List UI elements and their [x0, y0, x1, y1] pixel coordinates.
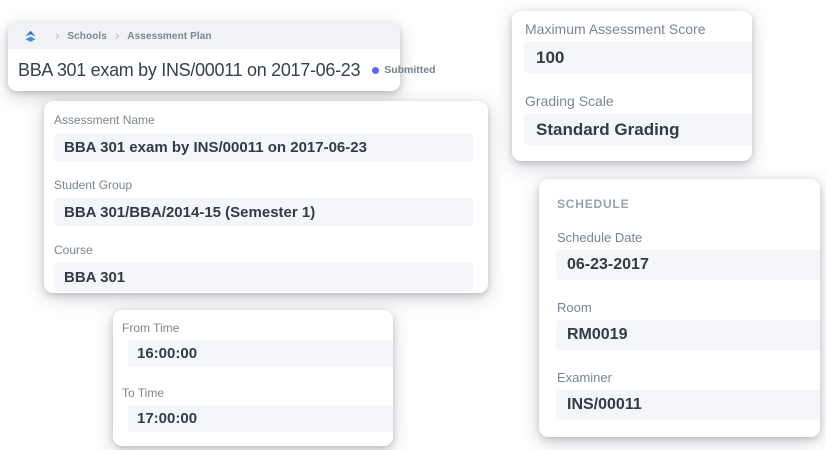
field-label: To Time [122, 386, 165, 400]
field-grading-scale: Grading Scale Standard Grading [512, 93, 752, 145]
field-label: Assessment Name [54, 113, 155, 127]
schedule-card: SCHEDULE Schedule Date 06-23-2017 Room R… [539, 179, 820, 437]
field-maximum-assessment-score: Maximum Assessment Score 100 [512, 21, 752, 73]
chevron-right-icon: › [55, 27, 60, 43]
field-from-time: From Time 16:00:00 [113, 322, 393, 367]
examiner-input[interactable]: INS/00011 [556, 390, 820, 420]
field-course: Course BBA 301 [44, 244, 488, 291]
chevron-right-icon: › [114, 27, 120, 43]
field-label: Course [54, 243, 93, 257]
field-label: Room [557, 300, 592, 315]
breadcrumb-item-assessment-plan[interactable]: Assessment Plan [127, 30, 212, 42]
maximum-assessment-score-input[interactable]: 100 [524, 42, 752, 73]
time-card: From Time 16:00:00 To Time 17:00:00 [113, 310, 393, 446]
field-schedule-date: Schedule Date 06-23-2017 [539, 230, 820, 280]
field-examiner: Examiner INS/00011 [539, 370, 820, 420]
field-student-group: Student Group BBA 301/BBA/2014-15 (Semes… [44, 179, 488, 226]
field-label: Grading Scale [525, 93, 614, 109]
status-dot-icon [372, 66, 380, 74]
score-card: Maximum Assessment Score 100 Grading Sca… [512, 11, 752, 161]
room-input[interactable]: RM0019 [556, 320, 820, 350]
school-logo-icon[interactable] [24, 30, 37, 43]
assessment-name-input[interactable]: BBA 301 exam by INS/00011 on 2017-06-23 [54, 133, 473, 161]
status-badge: Submitted [372, 64, 436, 76]
field-label: From Time [122, 321, 180, 335]
breadcrumb-item-schools[interactable]: Schools [67, 30, 107, 42]
field-label: Schedule Date [557, 230, 643, 245]
schedule-date-input[interactable]: 06-23-2017 [556, 250, 820, 280]
header-card: › Schools › Assessment Plan BBA 301 exam… [8, 23, 436, 91]
course-input[interactable]: BBA 301 [54, 263, 473, 291]
title-row: BBA 301 exam by INS/00011 on 2017-06-23 … [8, 49, 436, 91]
student-group-input[interactable]: BBA 301/BBA/2014-15 (Semester 1) [54, 198, 473, 226]
grading-scale-input[interactable]: Standard Grading [524, 114, 752, 145]
field-assessment-name: Assessment Name BBA 301 exam by INS/0001… [44, 114, 488, 161]
field-label: Maximum Assessment Score [525, 21, 706, 37]
field-label: Examiner [557, 370, 612, 385]
from-time-input[interactable]: 16:00:00 [128, 340, 393, 367]
field-room: Room RM0019 [539, 300, 820, 350]
to-time-input[interactable]: 17:00:00 [128, 405, 393, 432]
status-label: Submitted [384, 64, 436, 76]
assessment-details-card: Assessment Name BBA 301 exam by INS/0001… [44, 101, 488, 293]
field-to-time: To Time 17:00:00 [113, 387, 393, 432]
page-title: BBA 301 exam by INS/00011 on 2017-06-23 [18, 59, 361, 80]
schedule-section-heading: SCHEDULE [557, 197, 630, 211]
breadcrumb: › Schools › Assessment Plan [8, 23, 400, 49]
field-label: Student Group [54, 178, 133, 192]
